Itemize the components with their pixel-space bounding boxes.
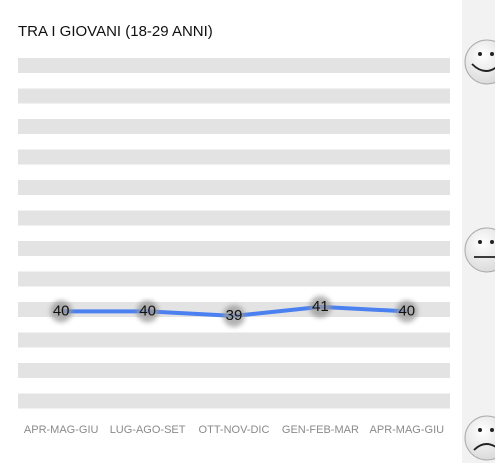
- stripe: [18, 88, 450, 104]
- face-happy: [464, 39, 495, 85]
- stripe: [18, 393, 450, 409]
- value-label: 41: [312, 298, 329, 315]
- value-label: 40: [398, 302, 415, 319]
- stripe: [18, 271, 450, 287]
- value-label: 40: [139, 302, 156, 319]
- value-label-halo: [50, 300, 73, 323]
- face-neutral: [464, 227, 495, 273]
- value-label-halo: [395, 300, 418, 323]
- face-sad: [464, 415, 495, 461]
- stripe: [18, 119, 450, 134]
- stripe: [18, 58, 450, 73]
- value-label: 39: [226, 307, 243, 324]
- x-tick-label: APR-MAG-GIU: [24, 424, 99, 436]
- stripe: [18, 180, 450, 195]
- value-label-halo: [136, 300, 159, 323]
- stripe: [18, 363, 450, 378]
- x-tick-label: OTT-NOV-DIC: [199, 424, 270, 436]
- stripe: [18, 332, 450, 348]
- stripe: [18, 210, 450, 226]
- stripe: [18, 149, 450, 165]
- chart-title: TRA I GIOVANI (18-29 ANNI): [18, 23, 213, 40]
- x-tick-label: LUG-AGO-SET: [110, 424, 186, 436]
- value-label: 40: [53, 302, 70, 319]
- value-label-halo: [309, 295, 332, 318]
- x-tick-label: APR-MAG-GIU: [370, 424, 445, 436]
- x-tick-label: GEN-FEB-MAR: [282, 424, 359, 436]
- background-stripes: [18, 58, 450, 409]
- value-label-halo: [223, 304, 245, 327]
- stripe: [18, 241, 450, 256]
